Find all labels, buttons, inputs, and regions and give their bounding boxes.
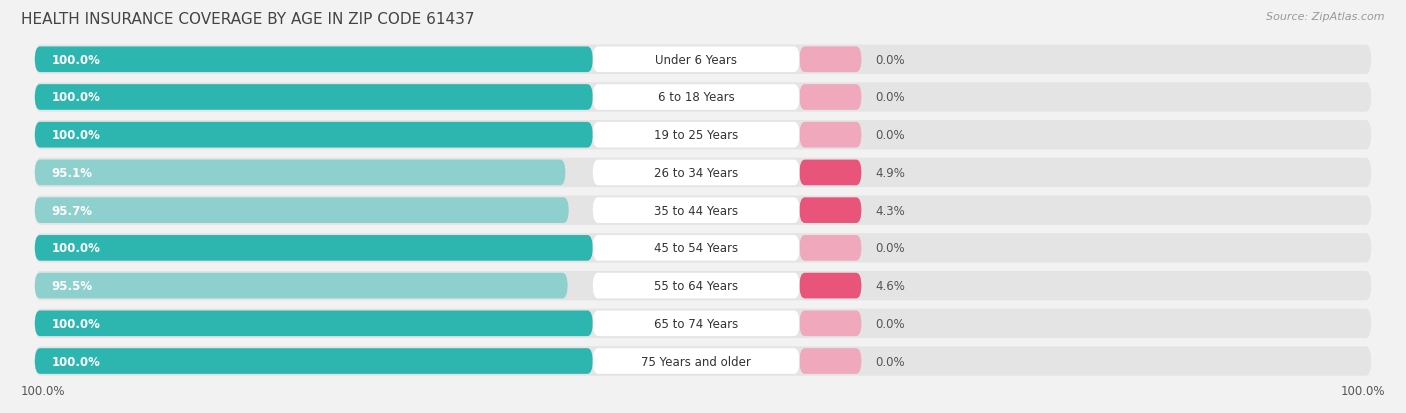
Text: 6 to 18 Years: 6 to 18 Years (658, 91, 734, 104)
Text: 35 to 44 Years: 35 to 44 Years (654, 204, 738, 217)
Text: 0.0%: 0.0% (876, 242, 905, 255)
FancyBboxPatch shape (593, 198, 800, 223)
FancyBboxPatch shape (800, 198, 862, 223)
Text: 0.0%: 0.0% (876, 129, 905, 142)
Text: 4.9%: 4.9% (876, 166, 905, 180)
Text: 0.0%: 0.0% (876, 54, 905, 66)
Text: 100.0%: 100.0% (51, 129, 100, 142)
FancyBboxPatch shape (800, 311, 862, 336)
FancyBboxPatch shape (35, 234, 1371, 263)
Text: 0.0%: 0.0% (876, 355, 905, 368)
FancyBboxPatch shape (593, 47, 800, 73)
FancyBboxPatch shape (35, 309, 1371, 338)
FancyBboxPatch shape (593, 273, 800, 299)
FancyBboxPatch shape (593, 123, 800, 148)
FancyBboxPatch shape (593, 348, 800, 374)
FancyBboxPatch shape (35, 160, 565, 186)
FancyBboxPatch shape (35, 47, 593, 73)
Text: Under 6 Years: Under 6 Years (655, 54, 737, 66)
FancyBboxPatch shape (800, 47, 862, 73)
FancyBboxPatch shape (593, 85, 800, 111)
Text: 55 to 64 Years: 55 to 64 Years (654, 280, 738, 292)
Text: 26 to 34 Years: 26 to 34 Years (654, 166, 738, 180)
Text: 19 to 25 Years: 19 to 25 Years (654, 129, 738, 142)
FancyBboxPatch shape (593, 160, 800, 186)
Text: 75 Years and older: 75 Years and older (641, 355, 751, 368)
FancyBboxPatch shape (800, 348, 862, 374)
Text: 100.0%: 100.0% (51, 242, 100, 255)
FancyBboxPatch shape (35, 347, 1371, 376)
FancyBboxPatch shape (35, 235, 593, 261)
Text: 100.0%: 100.0% (51, 355, 100, 368)
FancyBboxPatch shape (35, 83, 1371, 112)
Text: 100.0%: 100.0% (51, 317, 100, 330)
FancyBboxPatch shape (35, 198, 569, 223)
Text: 100.0%: 100.0% (51, 54, 100, 66)
FancyBboxPatch shape (800, 85, 862, 111)
Text: 95.5%: 95.5% (51, 280, 93, 292)
Text: 100.0%: 100.0% (1340, 384, 1385, 397)
FancyBboxPatch shape (593, 235, 800, 261)
FancyBboxPatch shape (35, 311, 593, 336)
FancyBboxPatch shape (800, 160, 862, 186)
Text: 45 to 54 Years: 45 to 54 Years (654, 242, 738, 255)
Text: 4.6%: 4.6% (876, 280, 905, 292)
Text: 0.0%: 0.0% (876, 317, 905, 330)
FancyBboxPatch shape (593, 311, 800, 336)
Text: HEALTH INSURANCE COVERAGE BY AGE IN ZIP CODE 61437: HEALTH INSURANCE COVERAGE BY AGE IN ZIP … (21, 12, 475, 27)
FancyBboxPatch shape (800, 235, 862, 261)
FancyBboxPatch shape (800, 273, 862, 299)
FancyBboxPatch shape (35, 196, 1371, 225)
Text: 95.7%: 95.7% (51, 204, 93, 217)
Text: 100.0%: 100.0% (21, 384, 66, 397)
FancyBboxPatch shape (800, 123, 862, 148)
FancyBboxPatch shape (35, 85, 593, 111)
FancyBboxPatch shape (35, 273, 568, 299)
Text: 0.0%: 0.0% (876, 91, 905, 104)
Text: 4.3%: 4.3% (876, 204, 905, 217)
FancyBboxPatch shape (35, 121, 1371, 150)
FancyBboxPatch shape (35, 123, 593, 148)
Text: 95.1%: 95.1% (51, 166, 93, 180)
FancyBboxPatch shape (35, 45, 1371, 75)
FancyBboxPatch shape (35, 271, 1371, 301)
FancyBboxPatch shape (35, 158, 1371, 188)
Text: Source: ZipAtlas.com: Source: ZipAtlas.com (1267, 12, 1385, 22)
Text: 65 to 74 Years: 65 to 74 Years (654, 317, 738, 330)
FancyBboxPatch shape (35, 348, 593, 374)
Text: 100.0%: 100.0% (51, 91, 100, 104)
